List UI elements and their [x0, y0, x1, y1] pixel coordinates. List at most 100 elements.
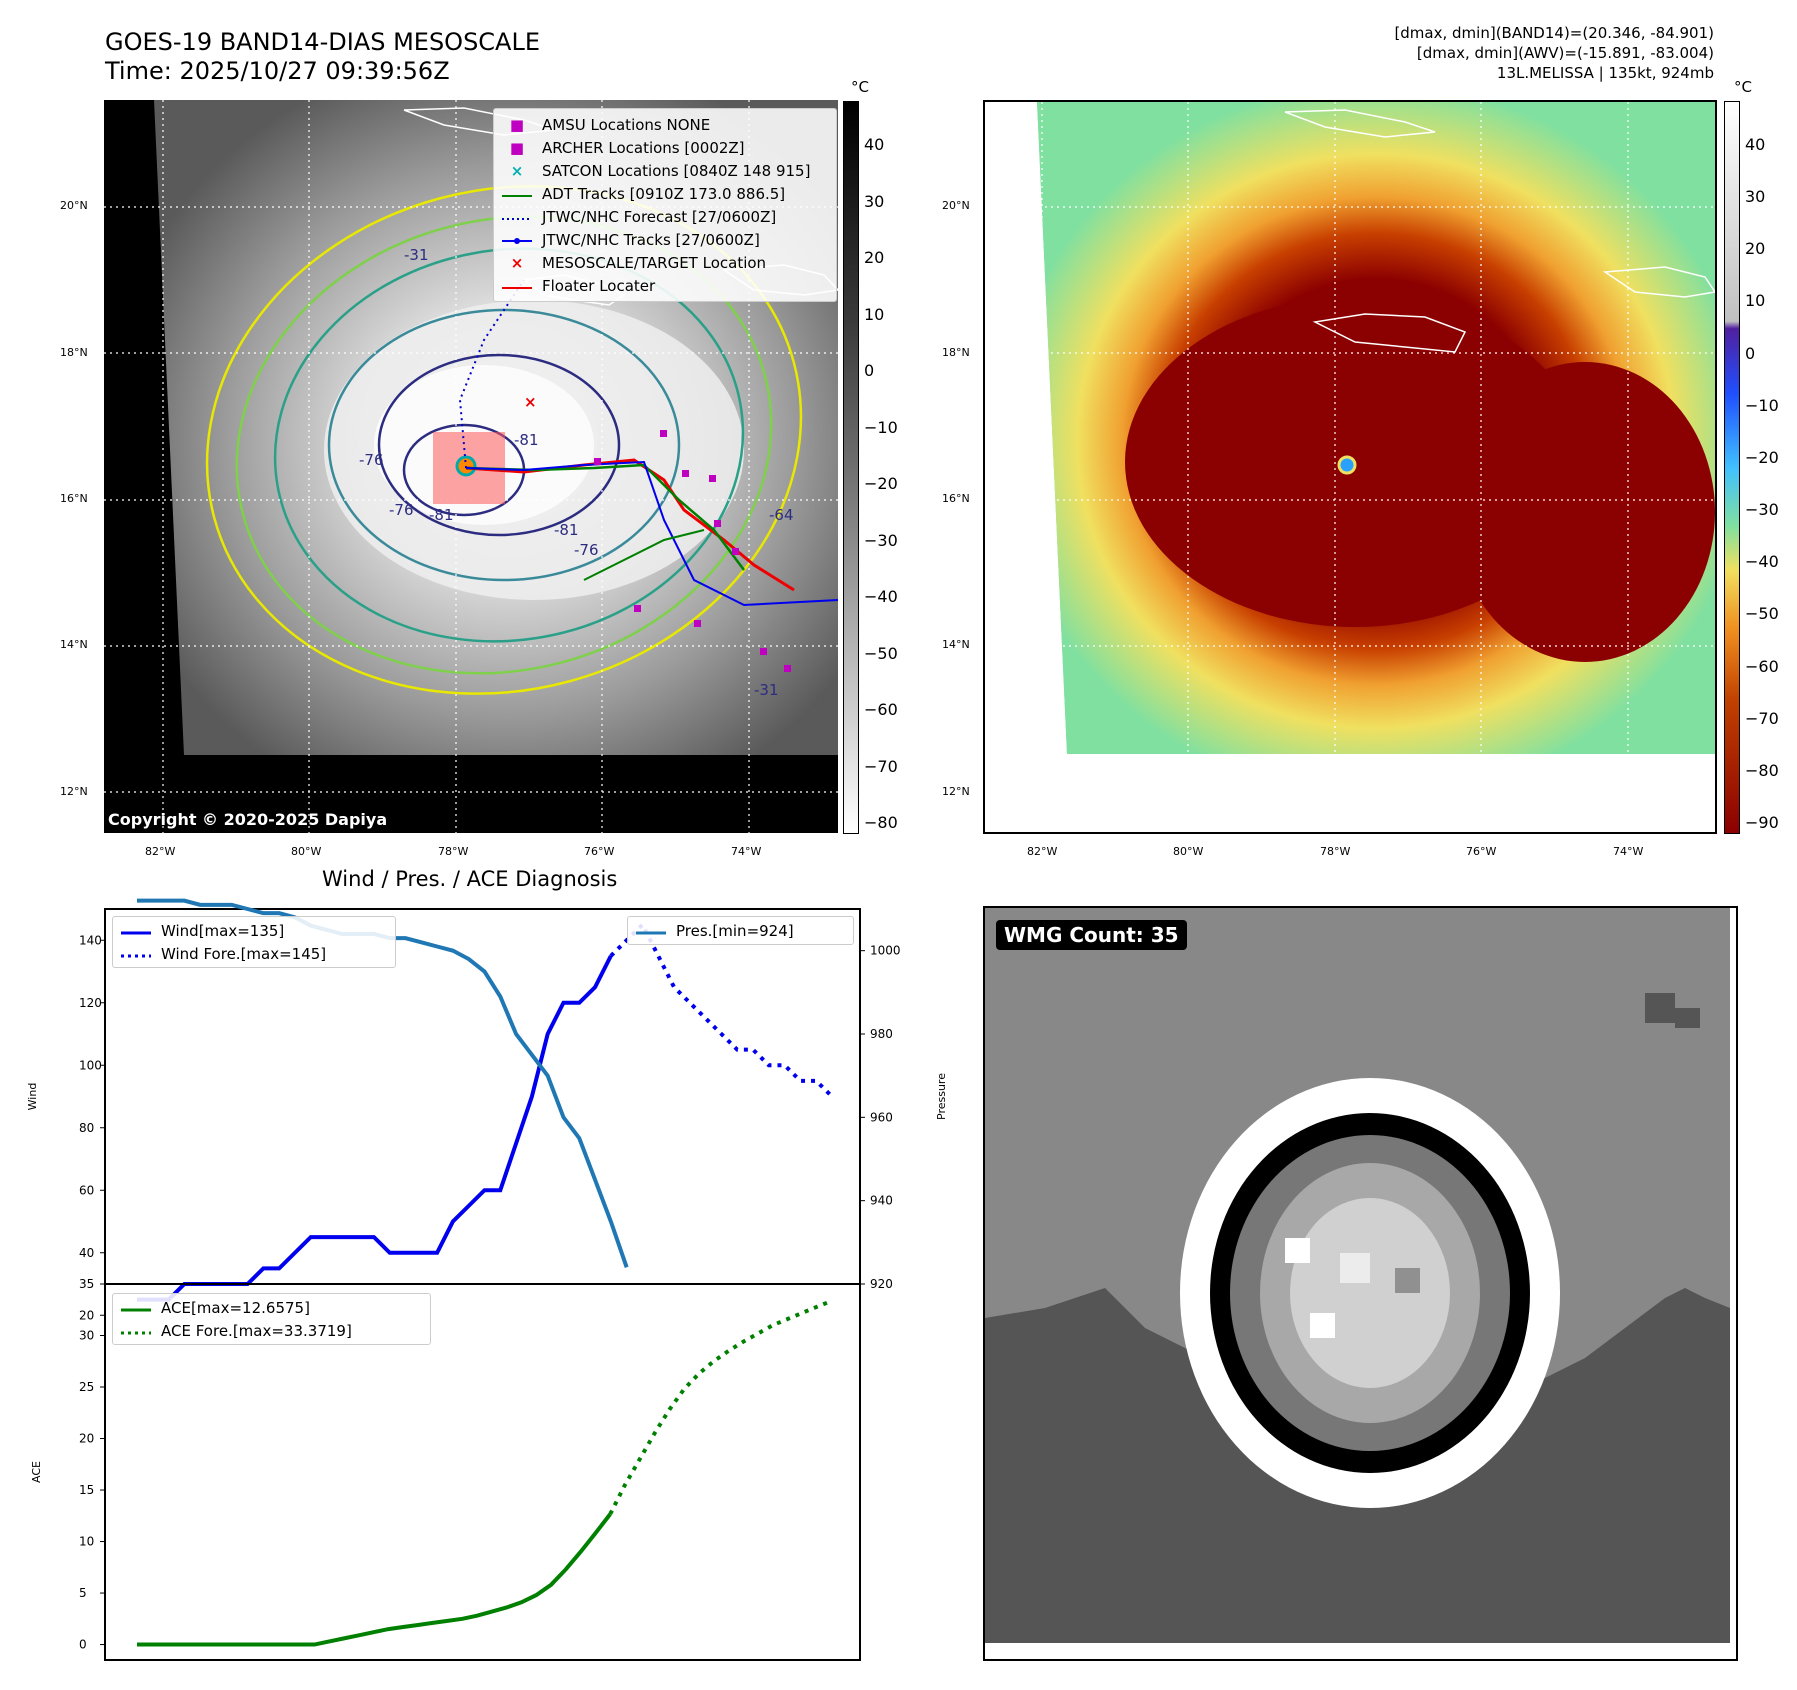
colorbar-unit: °C	[1734, 78, 1752, 96]
lon-label: 76°W	[1466, 845, 1497, 858]
figure-time: Time: 2025/10/27 09:39:56Z	[105, 57, 450, 85]
y-tick-label: 5	[79, 1586, 87, 1600]
lat-label: 20°N	[60, 199, 88, 212]
colorbar-unit: °C	[851, 78, 869, 96]
colorbar-tick: 30	[864, 191, 885, 211]
contour-label: -76	[359, 451, 384, 469]
ace-legend: ACE[max=12.6575] ACE Fore.[max=33.3719]	[112, 1293, 431, 1345]
y-tick-label: 20	[79, 1308, 94, 1322]
colorbar-tick: 20	[864, 248, 885, 267]
legend-adt: ADT Tracks [0910Z 173.0 886.5]	[500, 182, 830, 205]
dotted-line-icon	[119, 945, 153, 963]
legend-wind: Wind[max=135]	[119, 919, 389, 942]
legend-tracks: JTWC/NHC Tracks [27/0600Z]	[500, 228, 830, 251]
colorbar-tick: −40	[1745, 552, 1779, 572]
y-tick-label: 20	[79, 1432, 94, 1446]
colorbar-tick: 10	[1745, 291, 1766, 311]
dotted-line-icon	[500, 208, 534, 226]
gray-colorbar	[843, 101, 859, 834]
archer-markers	[594, 430, 791, 672]
colorbar-tick: −30	[864, 530, 898, 550]
map-grid	[985, 102, 1715, 832]
y2-tick-label: 960	[870, 1110, 893, 1124]
dot-line-icon	[500, 231, 534, 249]
legend-forecast: JTWC/NHC Forecast [27/0600Z]	[500, 205, 830, 228]
colorbar-tick: −60	[864, 700, 898, 719]
legend-target: × MESOSCALE/TARGET Location	[500, 251, 830, 274]
contour-label: -76	[389, 501, 414, 519]
lon-label: 78°W	[438, 845, 469, 858]
contour-label: -64	[769, 506, 794, 524]
colorbar-tick: −70	[864, 756, 898, 776]
y-tick-label: 30	[79, 1329, 94, 1343]
colorbar-tick: 0	[864, 361, 875, 380]
contour-label: -81	[554, 521, 579, 539]
color-colorbar	[1724, 101, 1740, 834]
target-marker: ×	[524, 393, 537, 411]
y-tick-label: 25	[79, 1380, 94, 1394]
lat-label: 12°N	[60, 785, 88, 798]
square-icon: ■	[509, 138, 525, 157]
line-icon	[119, 922, 153, 940]
y-axis-label: Wind	[26, 1083, 39, 1111]
lon-label: 80°W	[1173, 845, 1204, 858]
y2-tick-label: 920	[870, 1277, 893, 1291]
wmg-panel	[983, 906, 1738, 1661]
meta-awv: [dmax, dmin](AWV)=(-15.891, -83.004)	[1416, 44, 1714, 62]
lat-label: 14°N	[942, 638, 970, 651]
dotted-line-icon	[119, 1322, 153, 1340]
colorbar-tick: −30	[1745, 500, 1779, 520]
colorbar-tick: −20	[864, 474, 898, 493]
legend-satcon: × SATCON Locations [0840Z 148 915]	[500, 159, 830, 182]
lat-label: 14°N	[60, 638, 88, 651]
y-axis-label: ACE	[30, 1461, 43, 1483]
colorbar-tick: −80	[1745, 760, 1779, 780]
lon-label: 74°W	[1613, 845, 1644, 858]
legend-pressure: Pres.[min=924]	[634, 919, 847, 942]
lon-label: 82°W	[1027, 845, 1058, 858]
lat-label: 16°N	[942, 492, 970, 505]
lat-label: 20°N	[942, 199, 970, 212]
y-tick-label: 120	[79, 996, 102, 1010]
legend-archer: ■ ARCHER Locations [0002Z]	[500, 136, 830, 159]
line-icon	[500, 185, 534, 203]
square-icon: ■	[509, 115, 525, 134]
line-icon	[634, 922, 668, 940]
y2-tick-label: 1000	[870, 944, 901, 958]
awv-map	[983, 100, 1717, 834]
colorbar-tick: −40	[864, 587, 898, 606]
lat-label: 18°N	[942, 346, 970, 359]
colorbar-tick: 40	[1745, 135, 1766, 154]
meta-band14: [dmax, dmin](BAND14)=(20.346, -84.901)	[1394, 24, 1714, 42]
y-tick-label: 100	[79, 1058, 102, 1072]
lat-label: 18°N	[60, 346, 88, 359]
colorbar-tick: −10	[1745, 395, 1779, 415]
lat-label: 12°N	[942, 785, 970, 798]
legend-floater: Floater Locater	[500, 274, 830, 297]
legend-ace-fore: ACE Fore.[max=33.3719]	[119, 1319, 424, 1342]
y2-tick-label: 980	[870, 1027, 893, 1041]
wmg-svg	[985, 908, 1730, 1643]
lon-label: 80°W	[291, 845, 322, 858]
y-tick-label: 10	[79, 1535, 94, 1549]
lon-label: 78°W	[1320, 845, 1351, 858]
contour-label: -31	[404, 246, 429, 264]
colorbar-tick: 10	[864, 304, 885, 324]
wind-legend: Wind[max=135] Wind Fore.[max=145]	[112, 916, 396, 968]
legend-amsu: ■ AMSU Locations NONE	[500, 113, 830, 136]
awv-map-svg	[985, 102, 1715, 832]
contour-labels: -31 -76 -81 -81 -76 -76 -81 -64 -31	[359, 246, 794, 699]
legend-ace: ACE[max=12.6575]	[119, 1296, 424, 1319]
y-tick-label: 15	[79, 1483, 94, 1497]
contour-label: -81	[429, 506, 454, 524]
y-tick-label: 35	[79, 1277, 94, 1291]
contour-label: -81	[514, 431, 539, 449]
wind-line	[137, 954, 613, 1302]
meta-storm: 13L.MELISSA | 135kt, 924mb	[1496, 64, 1714, 82]
ace-line	[137, 1512, 612, 1647]
wind-forecast-line	[609, 921, 834, 1098]
y2-tick-label: 940	[870, 1194, 893, 1208]
colorbar-tick: −80	[864, 813, 898, 832]
y2-axis-label: Pressure	[935, 1073, 948, 1120]
tracks	[458, 279, 838, 607]
